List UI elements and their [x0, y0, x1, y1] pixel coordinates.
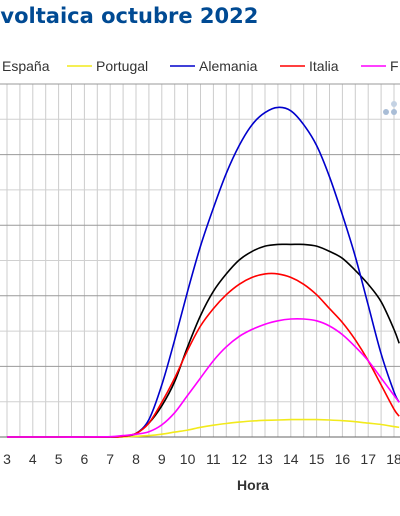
- legend-item-alemania[interactable]: Alemania: [170, 58, 258, 74]
- x-tick-label: 14: [283, 451, 299, 467]
- x-tick-label: 12: [231, 451, 247, 467]
- legend-label: España: [2, 58, 50, 74]
- x-tick-label: 16: [335, 451, 351, 467]
- x-tick-label: 15: [309, 451, 325, 467]
- x-axis-ticks: 3 4 5 6 7 8 9 10 11 12 13 14 15 16 17 18: [3, 451, 400, 467]
- grid: [0, 83, 400, 438]
- series-line-f: [7, 317, 400, 438]
- x-tick-label: 4: [29, 451, 37, 467]
- x-axis-title: Hora: [237, 477, 269, 493]
- x-tick-label: 18: [386, 451, 400, 467]
- legend-item-portugal[interactable]: Portugal: [67, 58, 148, 74]
- series-line-alemania: [7, 106, 400, 438]
- x-tick-label: 3: [3, 451, 11, 467]
- series-lines: [7, 106, 400, 438]
- series-line-portugal: [7, 418, 400, 438]
- x-tick-label: 6: [81, 451, 89, 467]
- x-tick-label: 13: [257, 451, 273, 467]
- series-line-españa: [7, 243, 400, 438]
- x-tick-label: 11: [206, 451, 221, 467]
- logo-dots-icon: [383, 101, 397, 115]
- chart-title: ovoltaica octubre 2022: [0, 4, 259, 28]
- legend-item-españa[interactable]: España: [0, 58, 50, 74]
- legend-label: Italia: [309, 58, 339, 74]
- legend-label: F: [390, 58, 399, 74]
- legend-label: Alemania: [199, 58, 258, 74]
- legend: España Portugal Alemania Italia F: [0, 58, 399, 74]
- x-tick-label: 10: [180, 451, 196, 467]
- x-tick-label: 17: [360, 451, 376, 467]
- x-tick-label: 7: [106, 451, 114, 467]
- series-line-italia: [7, 272, 400, 438]
- legend-label: Portugal: [96, 58, 148, 74]
- x-tick-label: 5: [55, 451, 63, 467]
- legend-item-f[interactable]: F: [361, 58, 399, 74]
- x-tick-label: 9: [158, 451, 166, 467]
- x-tick-label: 8: [132, 451, 140, 467]
- legend-item-italia[interactable]: Italia: [280, 58, 339, 74]
